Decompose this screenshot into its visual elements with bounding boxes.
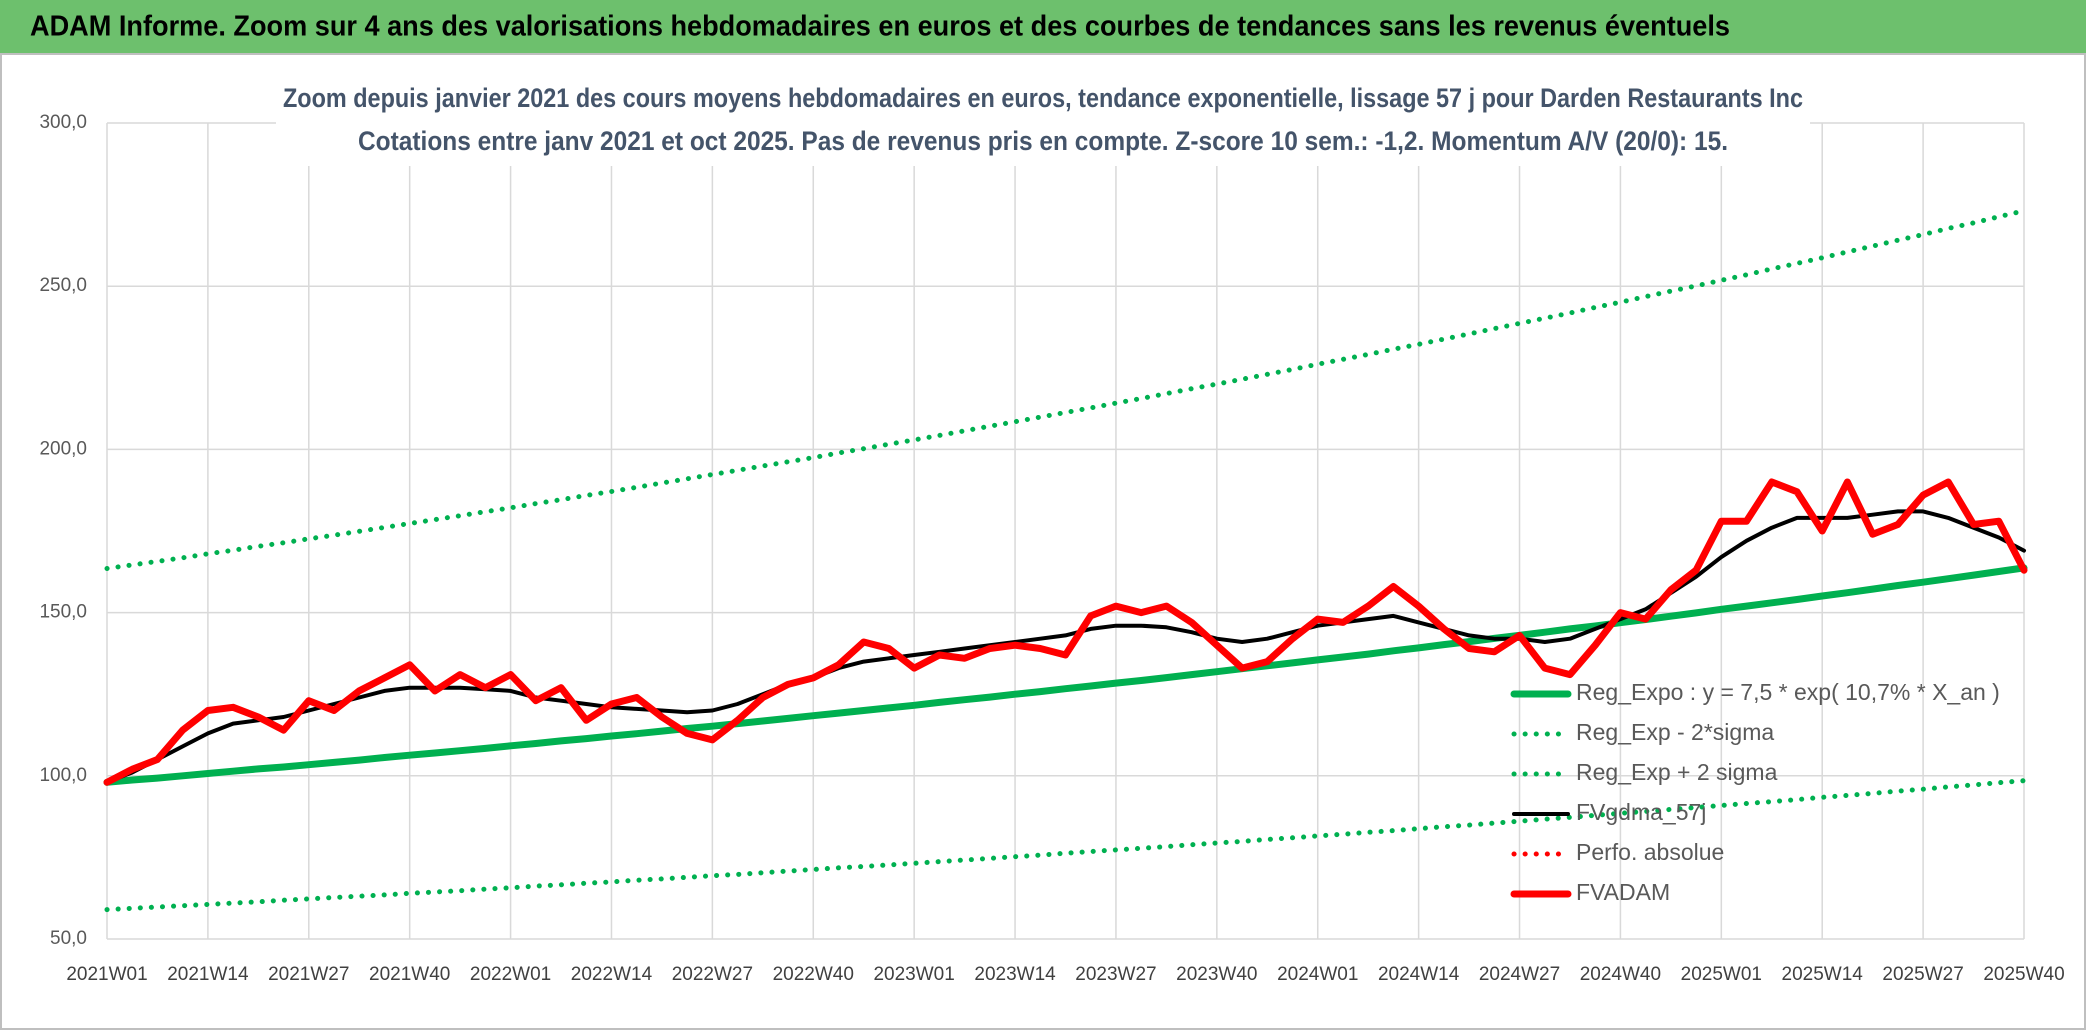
title-backdrop	[276, 80, 1810, 166]
x-tick-label: 2021W14	[167, 964, 249, 985]
y-tick-label: 100,0	[39, 765, 87, 786]
legend-label: FVgdma_57j	[1576, 799, 1706, 825]
series-line	[103, 478, 2028, 786]
x-tick-label: 2024W27	[1479, 964, 1560, 985]
legend-label: Reg_Exp - 2*sigma	[1576, 719, 1774, 745]
legend: Reg_Expo : y = 7,5 * exp( 10,7% * X_an )…	[1510, 679, 2000, 905]
x-tick-label: 2022W14	[571, 964, 653, 985]
x-tick-label: 2025W27	[1882, 964, 1963, 985]
x-tick-label: 2022W40	[773, 964, 854, 985]
legend-label: Reg_Exp + 2 sigma	[1576, 759, 1778, 785]
x-tick-label: 2024W01	[1277, 964, 1358, 985]
series-line	[104, 208, 2027, 571]
y-tick-label: 150,0	[39, 602, 87, 623]
legend-label: FVADAM	[1576, 879, 1670, 905]
x-tick-label: 2023W40	[1176, 964, 1257, 985]
chart-subtitle: Cotations entre janv 2021 et oct 2025. P…	[358, 126, 1728, 156]
y-tick-label: 50,0	[50, 928, 87, 949]
x-tick-label: 2024W14	[1378, 964, 1460, 985]
x-tick-label: 2021W40	[369, 964, 450, 985]
y-tick-label: 200,0	[39, 438, 87, 459]
x-tick-label: 2022W01	[470, 964, 551, 985]
plot: 50,0 100,0 150,0 200,0 250,0 300,0 2021W01 2021…	[39, 112, 2064, 985]
x-tick-label: 2022W27	[672, 964, 753, 985]
series-line	[104, 778, 2027, 913]
legend-label: Reg_Expo : y = 7,5 * exp( 10,7% * X_an )	[1576, 679, 2000, 705]
series-line	[105, 509, 2026, 785]
chart-frame	[0, 53, 2086, 1030]
header-bar	[0, 0, 2086, 54]
header-title: ADAM Informe. Zoom sur 4 ans des valoris…	[30, 11, 1730, 43]
legend-label: Perfo. absolue	[1576, 839, 1724, 865]
x-tick-label: 2023W14	[974, 964, 1056, 985]
x-tick-label: 2024W40	[1580, 964, 1661, 985]
chart-title: Zoom depuis janvier 2021 des cours moyen…	[283, 83, 1803, 113]
x-tick-label: 2025W40	[1983, 964, 2064, 985]
y-tick-label: 300,0	[39, 112, 87, 133]
y-tick-label: 250,0	[39, 275, 87, 296]
x-tick-label: 2025W01	[1681, 964, 1762, 985]
x-tick-label: 2023W27	[1075, 964, 1156, 985]
x-tick-label: 2021W01	[66, 964, 147, 985]
x-tick-label: 2023W01	[873, 964, 954, 985]
series-line	[103, 564, 2028, 786]
x-tick-label: 2021W27	[268, 964, 349, 985]
x-tick-label: 2025W14	[1782, 964, 1864, 985]
